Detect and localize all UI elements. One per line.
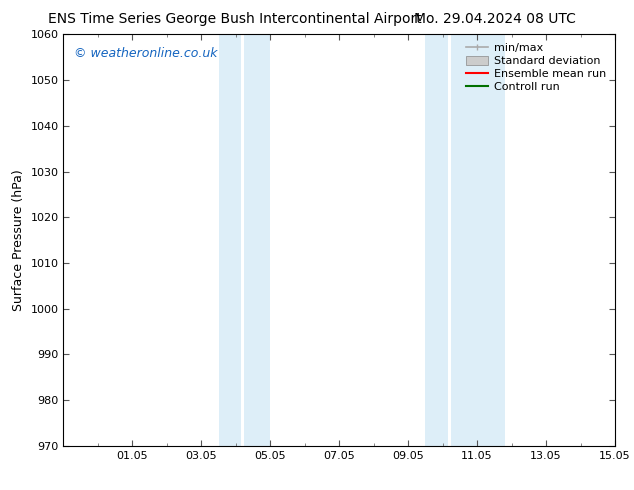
Text: © weatheronline.co.uk: © weatheronline.co.uk <box>74 47 218 60</box>
Text: ENS Time Series George Bush Intercontinental Airport: ENS Time Series George Bush Intercontine… <box>48 12 422 26</box>
Bar <box>241 34 244 446</box>
Y-axis label: Surface Pressure (hPa): Surface Pressure (hPa) <box>12 169 25 311</box>
Text: Mo. 29.04.2024 08 UTC: Mo. 29.04.2024 08 UTC <box>413 12 576 26</box>
Bar <box>448 34 451 446</box>
Legend: min/max, Standard deviation, Ensemble mean run, Controll run: min/max, Standard deviation, Ensemble me… <box>463 40 609 95</box>
Bar <box>425 34 505 446</box>
Bar <box>219 34 270 446</box>
